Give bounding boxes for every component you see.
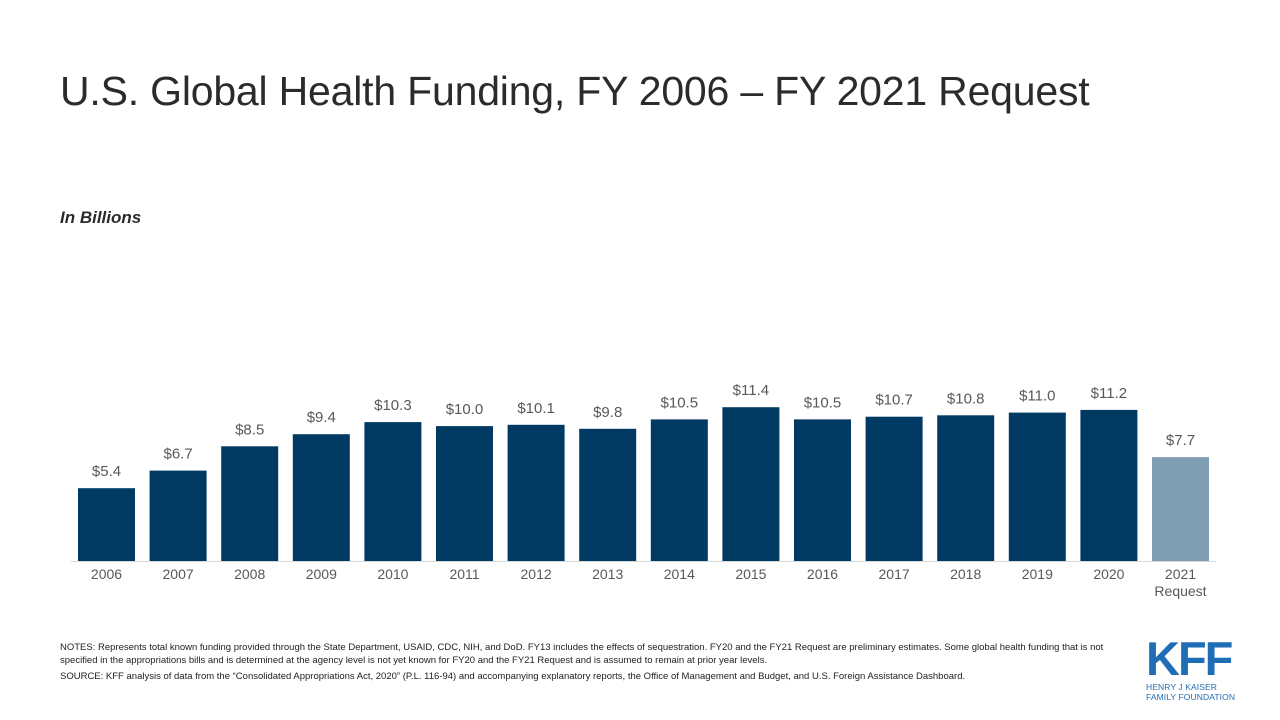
data-label-13: $11.0 [1019,388,1055,405]
logo-line-2: FAMILY FOUNDATION [1146,692,1236,702]
tick-label-14: 2020 [1093,566,1124,582]
tick-label-5: 2011 [449,566,479,582]
data-label-14: $11.2 [1091,385,1127,402]
bar-3 [292,434,350,561]
data-label-9: $11.4 [733,382,769,399]
bar-0 [78,488,135,561]
tick-label-1: 2007 [163,566,194,582]
logo-mark: KFF [1146,632,1233,685]
bar-8 [650,419,708,561]
logo-line-1: HENRY J KAISER [1146,682,1217,692]
bar-7 [579,428,637,561]
kff-logo: KFF HENRY J KAISER FAMILY FOUNDATION [1146,632,1246,702]
tick-label-8: 2014 [664,566,695,582]
tick-label-0: 2006 [91,566,122,582]
data-label-8: $10.5 [661,394,699,411]
data-label-4: $10.3 [374,397,412,414]
bar-15 [1152,457,1209,561]
tick-label-10: 2016 [807,566,838,582]
data-label-6: $10.1 [517,400,555,417]
data-label-2: $8.5 [235,421,264,438]
data-label-11: $10.7 [875,392,913,409]
bar-11 [865,416,923,561]
bar-6 [507,424,565,561]
page-title: U.S. Global Health Funding, FY 2006 – FY… [60,68,1090,114]
data-label-10: $10.5 [804,394,842,411]
bar-5 [436,426,493,561]
bar-chart: $5.4 2006 $6.7 2007 $8.5 2008 $9.4 2009 $10.3 201… [70,382,1217,599]
units-label: In Billions [60,208,142,227]
tick-label-9: 2015 [735,566,766,582]
bar-10 [794,419,851,561]
footnotes: NOTES: Represents total known funding pr… [60,641,1110,683]
bar-13 [1008,412,1066,561]
data-label-0: $5.4 [92,463,121,480]
tick-label-11: 2017 [879,566,910,582]
data-label-3: $9.4 [307,409,336,426]
tick-label-15: 2021 Request [1154,566,1206,599]
tick-label-12: 2018 [950,566,981,582]
bar-4 [364,422,422,561]
bar-12 [937,415,995,561]
bar-2 [221,446,279,561]
tick-label-7: 2013 [592,566,623,582]
tick-label-13: 2019 [1022,566,1053,582]
tick-label-4: 2010 [377,566,408,582]
source-text: SOURCE: KFF analysis of data from the “C… [60,671,966,682]
data-label-15: $7.7 [1166,432,1195,449]
tick-label-2: 2008 [234,566,265,582]
data-label-12: $10.8 [947,390,985,407]
notes-text: NOTES: Represents total known funding pr… [60,642,1104,666]
data-label-1: $6.7 [163,446,192,463]
bar-14 [1080,409,1138,561]
data-label-7: $9.8 [593,404,622,421]
tick-label-3: 2009 [306,566,337,582]
tick-label-6: 2012 [521,566,552,582]
bar-1 [149,470,207,561]
data-label-5: $10.0 [446,401,484,418]
bar-9 [722,407,780,561]
